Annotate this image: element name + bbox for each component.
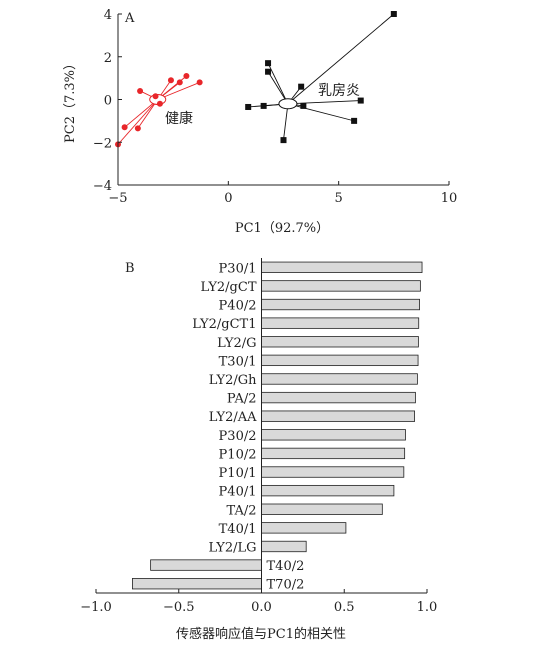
panel-b-label: B [125,261,135,276]
scatter-link-line [287,103,355,122]
legend-mastitis-label: 乳房炎 [318,83,360,99]
scatter-point [137,87,144,94]
bar [261,391,416,404]
bar [132,578,262,590]
bar-chart-category-labels: P30/1 LY2/gCT P40/2 LY2/gCT1 LY2/G T30/1 LY2/G… [192,261,304,592]
scatter-link-line [267,71,289,105]
bar [261,298,420,311]
scatter-point [167,77,174,84]
bar [261,522,347,534]
scatter-link-line [283,103,289,141]
bar-category-label: P40/1 [219,485,257,500]
bar [261,261,423,273]
scatter-x-tick-label: −5 [108,191,127,206]
scatter-point [265,68,272,75]
bar-x-tick-label: 0.0 [251,600,272,615]
bar-x-tick-label: 1.0 [417,600,438,615]
bar-category-label: LY2/gCT [201,280,257,295]
bar [261,373,418,385]
legend-healthy-label: 健康 [165,110,193,127]
scatter-point [156,100,163,107]
bar [261,336,419,348]
scatter-point [183,72,190,79]
scatter-y-tick-label: 0 [104,94,112,109]
scatter-point [134,125,141,132]
bar-category-label: LY2/Gh [209,373,257,388]
scatter-link-line [287,13,395,105]
bar-category-label: LY2/LG [208,540,256,555]
scatter-y-tick-label: −2 [93,136,112,151]
bar-x-tick-label: −0.5 [163,600,195,615]
scatter-point [390,11,397,17]
bar [150,559,262,571]
bar [261,410,415,422]
scatter-x-tick-label: 10 [441,191,458,206]
bar-category-label: TA/2 [227,503,257,518]
bar-category-label: P40/2 [219,299,257,314]
scatter-link-line [124,99,159,128]
bar [261,429,406,441]
scatter-point [260,102,267,109]
scatter-centroids [149,94,298,110]
scatter-links [117,13,395,145]
scatter-point [152,93,159,100]
scatter-point [265,60,272,67]
bar [261,540,307,553]
bar-category-label: LY2/G [217,336,256,351]
bar-chart-bars [132,261,423,590]
scatter-link-line [117,99,159,145]
bar [261,466,405,478]
bar-category-label: T30/1 [219,354,257,369]
bar [261,447,406,460]
scatter-point [121,124,128,131]
scatter-y-tick-label: −4 [93,179,112,194]
scatter-y-tick-label: 2 [104,51,112,66]
bar-category-label: PA/2 [227,392,257,407]
scatter-link-line [267,62,289,104]
scatter-point [245,103,252,110]
panel-b-bar-chart: B P30/1 LY2/gCT P40/2 LY2/gCT1 LY2/G T30/1 LY2… [80,258,437,642]
bar-category-label: P30/1 [219,261,257,276]
bar-x-tick-label: −1.0 [80,600,112,615]
bar [261,503,383,515]
bar-chart-x-axis-title: 传感器响应值与PC1的相关性 [176,626,346,642]
scatter-centroid-ellipse [278,98,298,110]
bar-category-label: T40/2 [267,559,305,574]
scatter-y-tick-label: 4 [104,8,112,23]
bar-x-tick-label: 0.5 [334,600,355,615]
bar-chart-x-tick-labels: −1.0 −0.5 0.0 0.5 1.0 [80,600,437,615]
scatter-y-axis-title: PC2（7.3%） [63,57,78,143]
scatter-point [176,79,183,86]
scatter-point [300,102,307,109]
scatter-axes [117,13,450,186]
bar-category-label: P10/1 [219,466,257,481]
bar-category-label: P10/2 [219,447,257,462]
scatter-point [351,117,358,124]
scatter-x-tick-label: 0 [224,191,232,206]
scatter-point [357,97,364,104]
scatter-point [280,137,287,144]
panel-a-scatter: A −5 0 5 10 4 2 0 −2 −4 健康 乳房炎 PC1（92.7%） PC2（7… [63,8,457,236]
scatter-x-tick-labels: −5 0 5 10 [108,191,457,206]
scatter-point [298,83,305,90]
scatter-x-axis-title: PC1（92.7%） [235,221,329,236]
bar-category-label: P30/2 [219,429,257,444]
scatter-link-line [287,100,361,105]
bar-category-label: T40/1 [219,522,257,537]
bar [261,354,419,367]
bar [261,280,421,292]
bar [261,317,420,329]
bar-chart-axes [95,258,428,594]
scatter-x-tick-label: 5 [335,191,343,206]
scatter-point [196,79,203,86]
scatter-points [115,11,397,148]
bar-category-label: LY2/gCT1 [192,317,256,332]
panel-a-label: A [124,11,135,26]
bar-category-label: T70/2 [267,578,305,593]
bar [261,484,395,497]
scatter-y-tick-labels: 4 2 0 −2 −4 [93,8,112,194]
bar-category-label: LY2/AA [209,410,257,425]
